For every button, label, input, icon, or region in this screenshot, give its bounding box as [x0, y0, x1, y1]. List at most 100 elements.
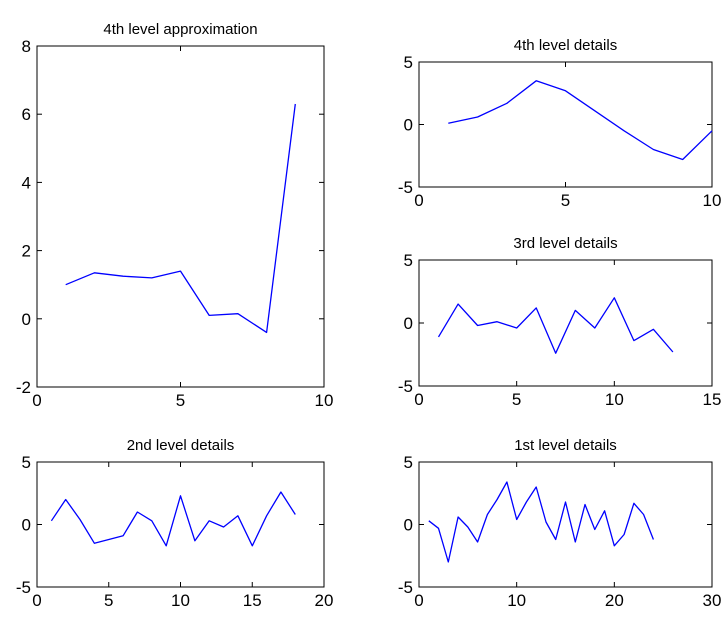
data-point	[545, 521, 547, 523]
x-tick-label: 0	[32, 591, 41, 610]
y-tick-label: 8	[22, 37, 31, 56]
plot-frame	[36, 45, 325, 388]
plot-frame	[418, 259, 713, 387]
series-line	[50, 491, 296, 547]
data-point	[594, 528, 596, 530]
data-point	[564, 90, 566, 92]
data-point	[437, 527, 439, 529]
data-point	[623, 130, 625, 132]
data-point	[564, 501, 566, 503]
data-point	[237, 515, 239, 517]
data-point	[179, 495, 181, 497]
x-tick-label: 20	[605, 591, 624, 610]
data-point	[136, 511, 138, 513]
data-point	[208, 314, 210, 316]
data-point	[151, 277, 153, 279]
data-point	[457, 516, 459, 518]
panel-title: 1st level details	[514, 437, 617, 454]
data-point	[179, 270, 181, 272]
x-tick-label: 0	[414, 390, 423, 409]
x-tick-label: 15	[703, 390, 722, 409]
y-tick-label: 0	[22, 310, 31, 329]
y-tick-label: -5	[398, 178, 413, 197]
y-tick-label: 5	[404, 453, 413, 472]
data-point	[496, 321, 498, 323]
data-point	[93, 272, 95, 274]
data-point	[652, 538, 654, 540]
data-point	[515, 518, 517, 520]
data-point	[265, 331, 267, 333]
data-point	[623, 533, 625, 535]
data-point	[265, 515, 267, 517]
data-point	[476, 116, 478, 118]
y-tick-label: 4	[22, 173, 31, 192]
x-tick-label: 10	[171, 591, 190, 610]
data-point	[194, 540, 196, 542]
data-point	[65, 284, 67, 286]
y-tick-label: 6	[22, 105, 31, 124]
data-point	[50, 520, 52, 522]
data-point	[151, 520, 153, 522]
data-point	[486, 513, 488, 515]
y-tick-label: -5	[16, 578, 31, 597]
data-point	[437, 336, 439, 338]
panel-title: 2nd level details	[127, 437, 235, 454]
data-point	[584, 503, 586, 505]
x-tick-label: 20	[315, 591, 334, 610]
x-tick-label: 5	[561, 191, 570, 210]
data-point	[535, 80, 537, 82]
x-tick-label: 10	[507, 591, 526, 610]
plot-frame	[418, 461, 713, 588]
data-point	[108, 538, 110, 540]
data-point	[642, 513, 644, 515]
panel-title: 4th level approximation	[103, 21, 257, 38]
y-tick-label: 0	[22, 516, 31, 535]
y-tick-label: 0	[404, 314, 413, 333]
panel-title: 4th level details	[514, 37, 617, 54]
series-line	[65, 103, 296, 334]
data-point	[652, 148, 654, 150]
x-tick-label: 30	[703, 591, 722, 610]
data-point	[280, 491, 282, 493]
y-tick-label: -2	[16, 378, 31, 397]
y-tick-label: 0	[404, 516, 413, 535]
data-point	[506, 481, 508, 483]
data-point	[122, 275, 124, 277]
panel-title: 3rd level details	[513, 235, 617, 252]
data-point	[476, 541, 478, 543]
data-point	[237, 312, 239, 314]
data-point	[672, 351, 674, 353]
data-point	[613, 297, 615, 299]
data-point	[222, 526, 224, 528]
y-tick-label: 2	[22, 242, 31, 261]
data-point	[603, 510, 605, 512]
y-tick-label: -5	[398, 578, 413, 597]
data-point	[515, 327, 517, 329]
series-line	[428, 481, 655, 563]
data-point	[467, 526, 469, 528]
y-tick-label: 5	[404, 53, 413, 72]
data-point	[594, 110, 596, 112]
data-point	[79, 518, 81, 520]
x-tick-label: 15	[243, 591, 262, 610]
data-point	[535, 486, 537, 488]
y-tick-label: 0	[404, 116, 413, 135]
data-point	[93, 542, 95, 544]
x-tick-label: 0	[414, 591, 423, 610]
data-point	[208, 520, 210, 522]
y-tick-label: 5	[22, 453, 31, 472]
x-tick-label: 10	[315, 391, 334, 410]
series-line	[437, 297, 674, 354]
data-point	[122, 535, 124, 537]
data-point	[574, 541, 576, 543]
data-point	[555, 538, 557, 540]
data-point	[633, 339, 635, 341]
data-point	[447, 122, 449, 124]
x-tick-label: 10	[703, 191, 722, 210]
data-point	[555, 352, 557, 354]
data-point	[165, 545, 167, 547]
